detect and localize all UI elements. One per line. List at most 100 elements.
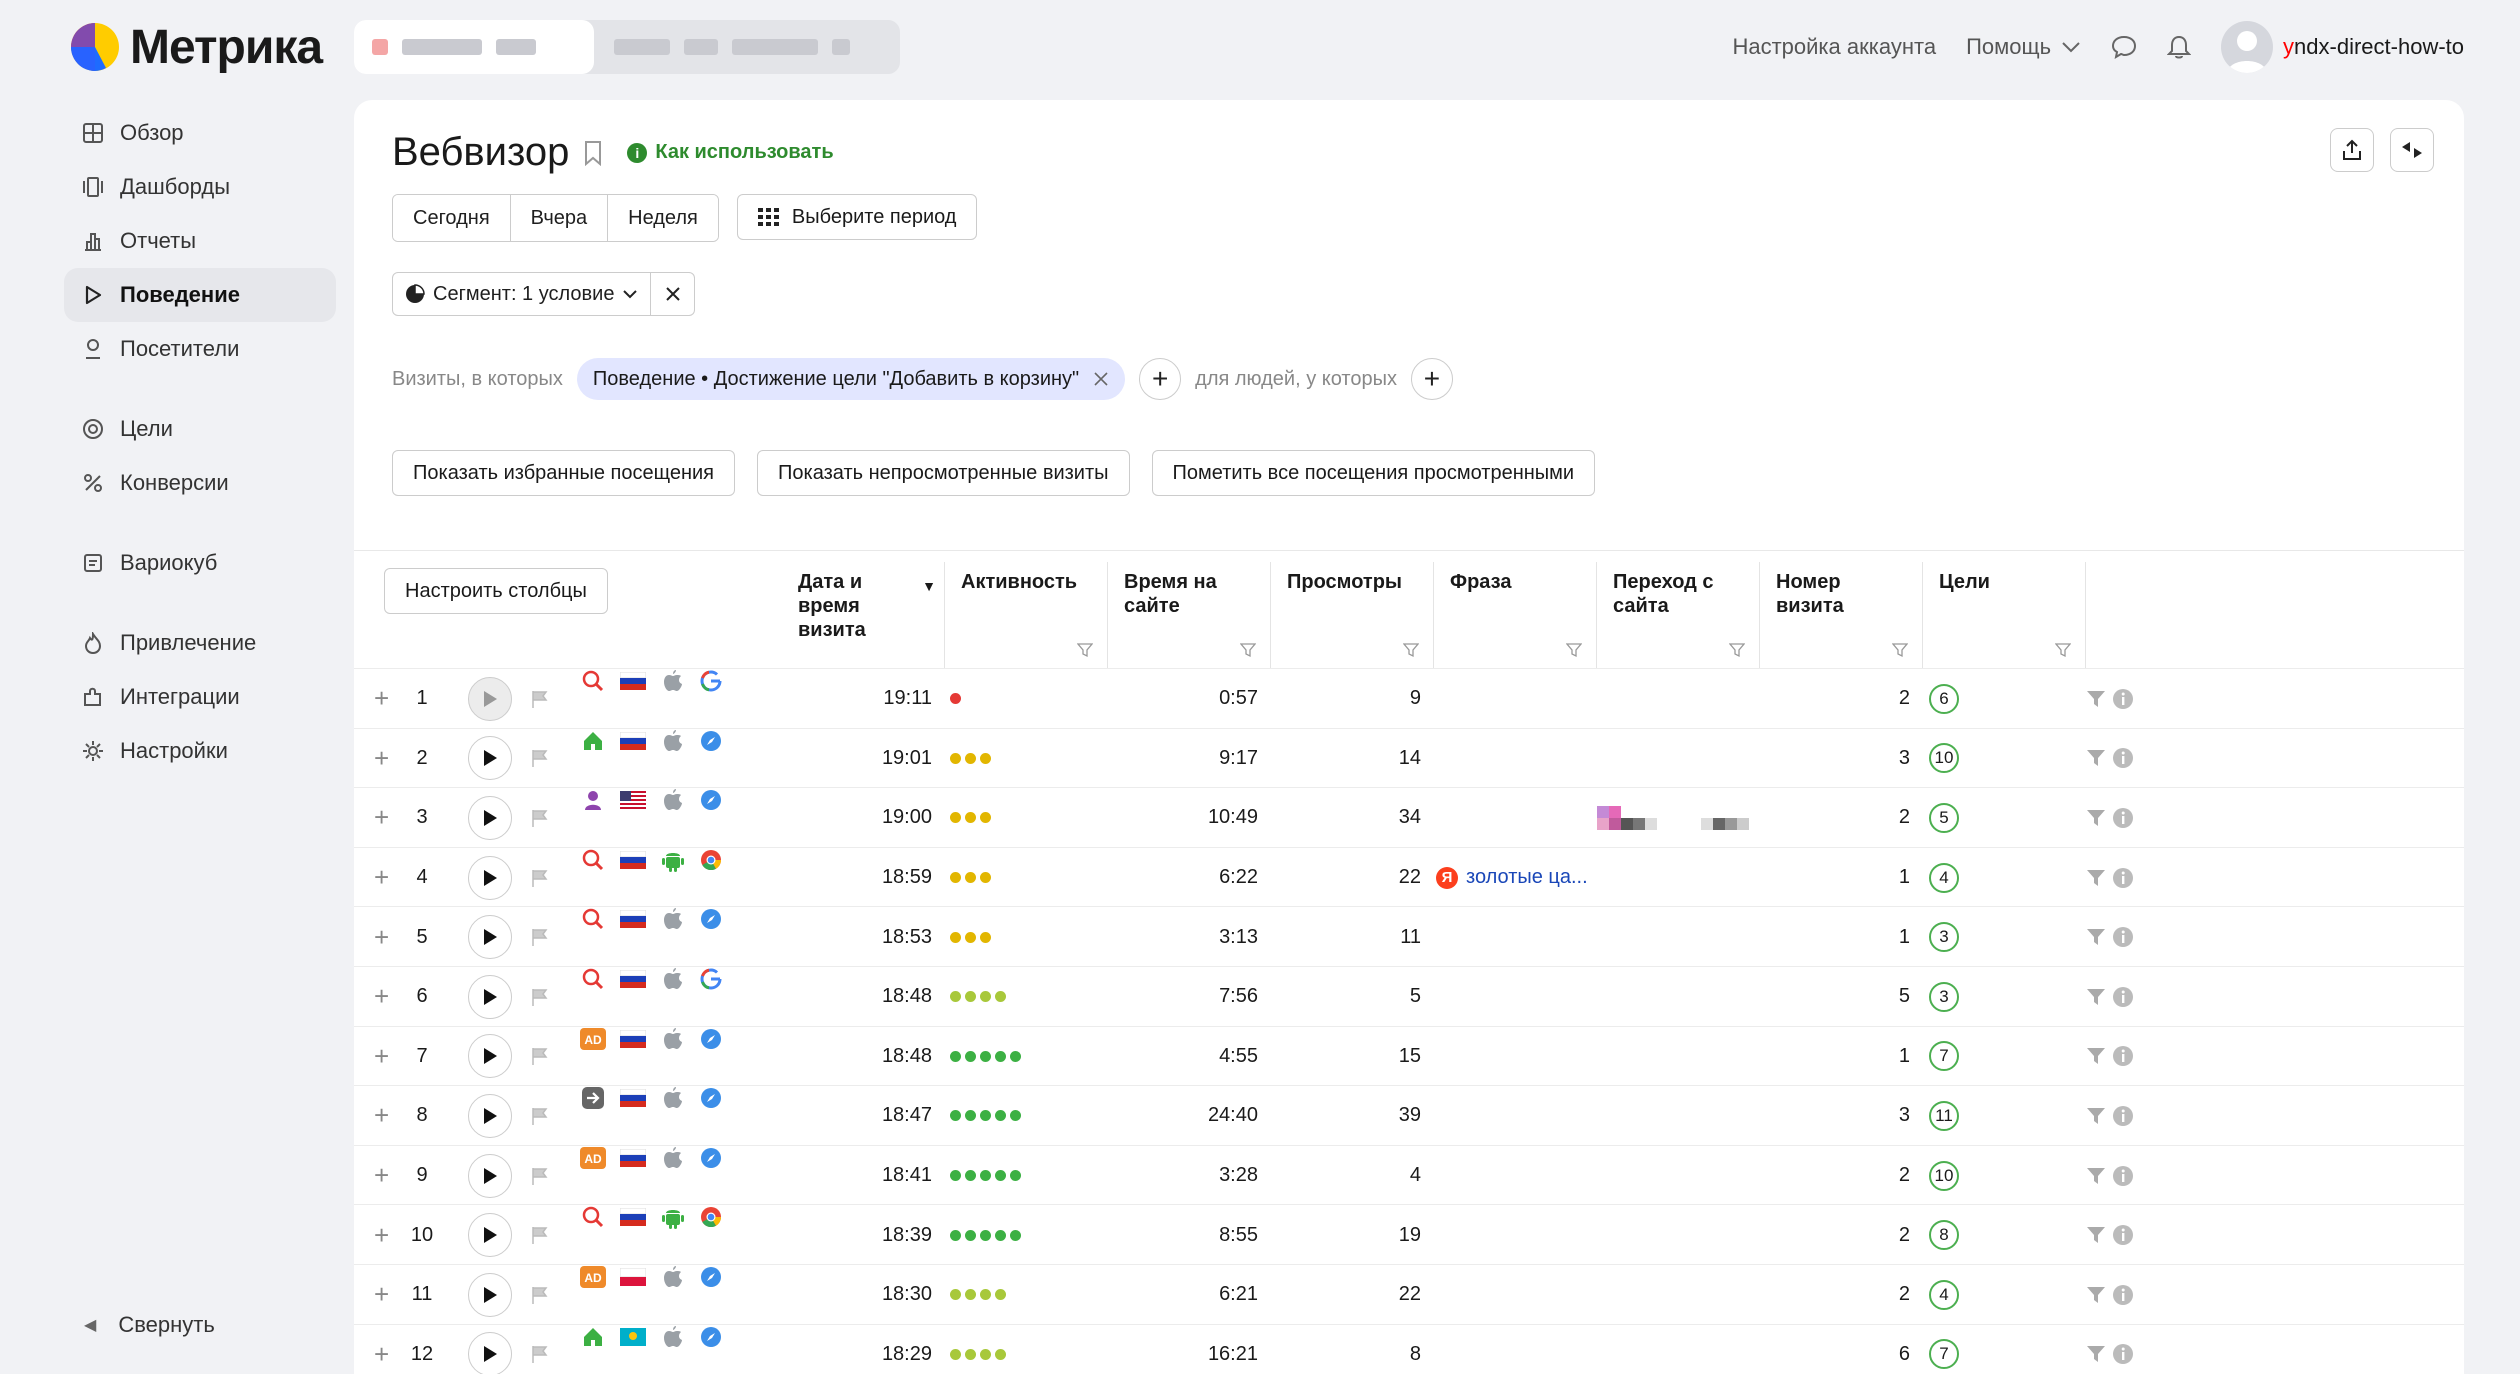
goals-count-badge[interactable]: 5 <box>1929 802 1959 833</box>
collapse-sidebar-button[interactable]: ◀ Свернуть <box>84 1312 215 1338</box>
period-yesterday-button[interactable]: Вчера <box>510 195 609 241</box>
counter-tab-inactive[interactable] <box>594 39 850 55</box>
goals-count-badge[interactable]: 3 <box>1929 981 1959 1012</box>
goals-count-badge[interactable]: 6 <box>1929 683 1959 714</box>
play-recording-button[interactable] <box>468 915 512 960</box>
sidebar-item-conversions[interactable]: Конверсии <box>64 456 336 510</box>
period-week-button[interactable]: Неделя <box>608 195 718 241</box>
table-row[interactable]: + 3 19:00 10:49 34 2 5 <box>354 787 2464 847</box>
chat-icon[interactable] <box>2111 34 2137 60</box>
flag-visit-icon[interactable] <box>530 1146 550 1206</box>
play-recording-button[interactable] <box>468 1093 512 1138</box>
segment-dropdown[interactable]: Сегмент: 1 условие <box>392 272 652 316</box>
table-row[interactable]: + 11 AD 18:30 6:21 22 2 4 <box>354 1263 2464 1325</box>
table-row[interactable]: + 10 18:39 8:55 19 2 8 <box>354 1204 2464 1264</box>
filter-icon[interactable] <box>1240 642 1256 658</box>
info-icon[interactable] <box>2112 747 2134 769</box>
info-icon[interactable] <box>2112 1105 2134 1127</box>
table-row[interactable]: + 5 18:53 3:13 11 1 3 <box>354 906 2464 966</box>
expand-row-button[interactable]: + <box>374 862 390 893</box>
filter-icon[interactable] <box>2086 1046 2106 1066</box>
flag-visit-icon[interactable] <box>530 848 550 908</box>
filter-icon[interactable] <box>1729 642 1745 658</box>
sidebar-item-variocube[interactable]: Вариокуб <box>64 536 336 590</box>
filter-icon[interactable] <box>1566 642 1582 658</box>
sidebar-item-visitors[interactable]: Посетители <box>64 322 336 376</box>
column-header-views[interactable]: Просмотры <box>1271 562 1434 668</box>
flag-visit-icon[interactable] <box>530 967 550 1027</box>
filter-icon[interactable] <box>2086 1225 2106 1245</box>
expand-row-button[interactable]: + <box>374 921 390 952</box>
flag-visit-icon[interactable] <box>530 669 550 729</box>
play-recording-button[interactable] <box>468 1332 512 1374</box>
filter-icon[interactable] <box>2086 1106 2106 1126</box>
flag-visit-icon[interactable] <box>530 729 550 789</box>
table-row[interactable]: + 1 19:11 0:57 9 2 6 <box>354 668 2464 728</box>
filter-icon[interactable] <box>2086 927 2106 947</box>
info-icon[interactable] <box>2112 986 2134 1008</box>
column-header-phrase[interactable]: Фраза <box>1434 562 1597 668</box>
goals-count-badge[interactable]: 4 <box>1929 862 1959 893</box>
play-recording-button[interactable] <box>468 1034 512 1079</box>
goals-count-badge[interactable]: 10 <box>1929 743 1959 774</box>
table-row[interactable]: + 9 AD 18:41 3:28 4 2 10 <box>354 1144 2464 1206</box>
table-row[interactable]: + 2 19:01 9:17 14 3 10 <box>354 727 2464 789</box>
goals-count-badge[interactable]: 3 <box>1929 922 1959 953</box>
play-recording-button[interactable] <box>468 795 512 840</box>
goals-count-badge[interactable]: 10 <box>1929 1160 1959 1191</box>
filter-icon[interactable] <box>1892 642 1908 658</box>
expand-row-button[interactable]: + <box>374 1219 390 1250</box>
filter-icon[interactable] <box>1077 642 1093 658</box>
column-header-referrer[interactable]: Переход с сайта <box>1597 562 1760 668</box>
expand-row-button[interactable]: + <box>374 802 390 833</box>
info-icon[interactable] <box>2112 1224 2134 1246</box>
sidebar-item-overview[interactable]: Обзор <box>64 106 336 160</box>
play-recording-button[interactable] <box>468 974 512 1019</box>
sidebar-item-dashboards[interactable]: Дашборды <box>64 160 336 214</box>
table-row[interactable]: + 12 18:29 16:21 8 6 7 <box>354 1323 2464 1374</box>
flag-visit-icon[interactable] <box>530 1325 550 1374</box>
play-recording-button[interactable] <box>468 736 512 781</box>
column-header-visit-number[interactable]: Номер визита <box>1760 562 1923 668</box>
expand-row-button[interactable]: + <box>374 683 390 714</box>
export-button[interactable] <box>2330 128 2374 172</box>
expand-row-button[interactable]: + <box>374 1100 390 1131</box>
info-icon[interactable] <box>2112 867 2134 889</box>
play-recording-button[interactable] <box>468 1213 512 1258</box>
expand-row-button[interactable]: + <box>374 1279 390 1310</box>
play-recording-button[interactable] <box>468 855 512 900</box>
condition-chip[interactable]: Поведение • Достижение цели "Добавить в … <box>576 358 1126 400</box>
help-menu[interactable]: Помощь <box>1966 34 2081 60</box>
play-recording-button[interactable] <box>468 1153 512 1198</box>
play-recording-button[interactable] <box>468 676 512 721</box>
flag-visit-icon[interactable] <box>530 1205 550 1265</box>
sidebar-item-behavior[interactable]: Поведение <box>64 268 336 322</box>
add-visit-condition-button[interactable]: + <box>1139 358 1182 400</box>
goals-count-badge[interactable]: 4 <box>1929 1279 1959 1310</box>
play-recording-button[interactable] <box>468 1272 512 1317</box>
mark-all-viewed-button[interactable]: Пометить все посещения просмотренными <box>1151 450 1596 496</box>
flag-visit-icon[interactable] <box>530 1027 550 1087</box>
bookmark-icon[interactable] <box>583 140 603 166</box>
info-icon[interactable] <box>2112 1284 2134 1306</box>
sidebar-item-goals[interactable]: Цели <box>64 402 336 456</box>
info-icon[interactable] <box>2112 807 2134 829</box>
goals-count-badge[interactable]: 11 <box>1929 1100 1959 1131</box>
filter-icon[interactable] <box>1403 642 1419 658</box>
column-header-datetime[interactable]: Дата и время визита ▼ <box>782 562 945 668</box>
sidebar-item-acquisition[interactable]: Привлечение <box>64 616 336 670</box>
flag-visit-icon[interactable] <box>530 1265 550 1325</box>
filter-icon[interactable] <box>2086 868 2106 888</box>
sidebar-item-reports[interactable]: Отчеты <box>64 214 336 268</box>
filter-icon[interactable] <box>2086 987 2106 1007</box>
table-row[interactable]: + 6 18:48 7:56 5 5 3 <box>354 965 2464 1027</box>
user-menu[interactable]: yndx-direct-how-to <box>2221 21 2464 73</box>
filter-icon[interactable] <box>2055 642 2071 658</box>
configure-columns-button[interactable]: Настроить столбцы <box>384 568 608 614</box>
filter-icon[interactable] <box>2086 1166 2106 1186</box>
switch-view-button[interactable] <box>2390 128 2434 172</box>
info-icon[interactable] <box>2112 1045 2134 1067</box>
filter-icon[interactable] <box>2086 748 2106 768</box>
counter-switcher[interactable] <box>354 20 900 74</box>
